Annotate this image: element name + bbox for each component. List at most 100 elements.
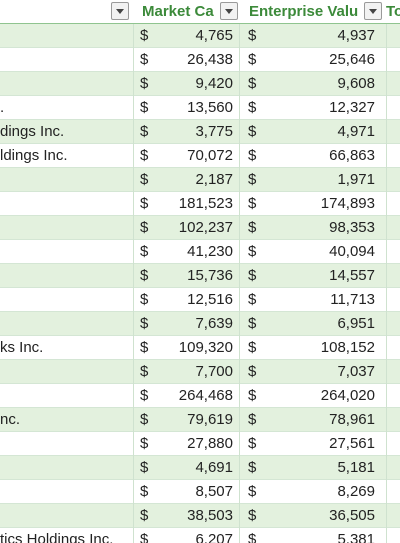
total-cell[interactable] [386, 72, 400, 96]
enterprise-value-cell[interactable]: $78,961 [239, 408, 386, 432]
company-name-cell[interactable] [0, 48, 133, 72]
company-name-cell[interactable] [0, 384, 133, 408]
filter-dropdown-icon[interactable] [220, 2, 238, 20]
market-cap-value: 102,237 [178, 219, 233, 236]
company-name-cell[interactable] [0, 264, 133, 288]
company-name-cell[interactable] [0, 312, 133, 336]
enterprise-value-value: 98,353 [329, 219, 375, 236]
company-name-cell[interactable] [0, 432, 133, 456]
company-name-cell[interactable] [0, 72, 133, 96]
market-cap-cell[interactable]: $109,320 [133, 336, 239, 360]
filter-dropdown-icon[interactable] [364, 2, 382, 20]
enterprise-value-cell[interactable]: $40,094 [239, 240, 386, 264]
total-cell[interactable] [386, 408, 400, 432]
total-cell[interactable] [386, 528, 400, 543]
company-name-cell[interactable] [0, 192, 133, 216]
total-cell[interactable] [386, 504, 400, 528]
company-name-cell[interactable] [0, 216, 133, 240]
market-cap-cell[interactable]: $38,503 [133, 504, 239, 528]
enterprise-value-cell[interactable]: $25,646 [239, 48, 386, 72]
market-cap-cell[interactable]: $2,187 [133, 168, 239, 192]
market-cap-cell[interactable]: $264,468 [133, 384, 239, 408]
market-cap-cell[interactable]: $6,207 [133, 528, 239, 543]
enterprise-value-cell[interactable]: $98,353 [239, 216, 386, 240]
table-row: ldings Inc. $70,072 $66,863 [0, 144, 400, 168]
total-cell[interactable] [386, 360, 400, 384]
enterprise-value-cell[interactable]: $264,020 [239, 384, 386, 408]
enterprise-value-cell[interactable]: $108,152 [239, 336, 386, 360]
enterprise-value-cell[interactable]: $14,557 [239, 264, 386, 288]
market-cap-cell[interactable]: $181,523 [133, 192, 239, 216]
total-cell[interactable] [386, 264, 400, 288]
total-cell[interactable] [386, 384, 400, 408]
enterprise-value-cell[interactable]: $9,608 [239, 72, 386, 96]
market-cap-cell[interactable]: $8,507 [133, 480, 239, 504]
total-cell[interactable] [386, 24, 400, 48]
header-total[interactable]: To [386, 3, 400, 20]
market-cap-cell[interactable]: $9,420 [133, 72, 239, 96]
company-name-cell[interactable]: dings Inc. [0, 120, 133, 144]
enterprise-value-cell[interactable]: $5,181 [239, 456, 386, 480]
total-cell[interactable] [386, 336, 400, 360]
total-cell[interactable] [386, 192, 400, 216]
company-name-cell[interactable]: ldings Inc. [0, 144, 133, 168]
company-name-cell[interactable] [0, 168, 133, 192]
total-cell[interactable] [386, 432, 400, 456]
total-cell[interactable] [386, 96, 400, 120]
market-cap-cell[interactable]: $27,880 [133, 432, 239, 456]
market-cap-cell[interactable]: $70,072 [133, 144, 239, 168]
company-name-cell[interactable] [0, 24, 133, 48]
header-enterprise-value[interactable]: Enterprise Valu [249, 3, 359, 20]
enterprise-value-cell[interactable]: $8,269 [239, 480, 386, 504]
market-cap-value: 8,507 [195, 483, 233, 500]
enterprise-value-cell[interactable]: $6,951 [239, 312, 386, 336]
enterprise-value-cell[interactable]: $27,561 [239, 432, 386, 456]
enterprise-value-cell[interactable]: $1,971 [239, 168, 386, 192]
total-cell[interactable] [386, 288, 400, 312]
enterprise-value-cell[interactable]: $4,937 [239, 24, 386, 48]
market-cap-cell[interactable]: $4,765 [133, 24, 239, 48]
enterprise-value-cell[interactable]: $11,713 [239, 288, 386, 312]
table-row: $4,765 $4,937 [0, 24, 400, 48]
company-name-cell[interactable] [0, 504, 133, 528]
filter-dropdown-icon[interactable] [111, 2, 129, 20]
enterprise-value-cell[interactable]: $36,505 [239, 504, 386, 528]
company-name-cell[interactable]: tics Holdings Inc. [0, 528, 133, 543]
total-cell[interactable] [386, 168, 400, 192]
market-cap-cell[interactable]: $13,560 [133, 96, 239, 120]
market-cap-cell[interactable]: $12,516 [133, 288, 239, 312]
market-cap-cell[interactable]: $4,691 [133, 456, 239, 480]
market-cap-cell[interactable]: $7,700 [133, 360, 239, 384]
market-cap-cell[interactable]: $41,230 [133, 240, 239, 264]
enterprise-value-cell[interactable]: $174,893 [239, 192, 386, 216]
company-name-cell[interactable] [0, 456, 133, 480]
market-cap-cell[interactable]: $79,619 [133, 408, 239, 432]
company-name-cell[interactable] [0, 360, 133, 384]
market-cap-cell[interactable]: $26,438 [133, 48, 239, 72]
total-cell[interactable] [386, 312, 400, 336]
total-cell[interactable] [386, 216, 400, 240]
total-cell[interactable] [386, 456, 400, 480]
currency-symbol: $ [248, 483, 257, 500]
enterprise-value-cell[interactable]: $7,037 [239, 360, 386, 384]
enterprise-value-cell[interactable]: $5,381 [239, 528, 386, 543]
total-cell[interactable] [386, 480, 400, 504]
total-cell[interactable] [386, 144, 400, 168]
company-name-cell[interactable]: . [0, 96, 133, 120]
company-name-cell[interactable]: ks Inc. [0, 336, 133, 360]
market-cap-cell[interactable]: $15,736 [133, 264, 239, 288]
enterprise-value-cell[interactable]: $12,327 [239, 96, 386, 120]
header-market-cap[interactable]: Market Ca [142, 3, 214, 20]
enterprise-value-cell[interactable]: $4,971 [239, 120, 386, 144]
market-cap-cell[interactable]: $3,775 [133, 120, 239, 144]
total-cell[interactable] [386, 240, 400, 264]
company-name-cell[interactable] [0, 288, 133, 312]
enterprise-value-cell[interactable]: $66,863 [239, 144, 386, 168]
company-name-cell[interactable] [0, 240, 133, 264]
market-cap-cell[interactable]: $7,639 [133, 312, 239, 336]
company-name-cell[interactable]: nc. [0, 408, 133, 432]
total-cell[interactable] [386, 120, 400, 144]
market-cap-cell[interactable]: $102,237 [133, 216, 239, 240]
company-name-cell[interactable] [0, 480, 133, 504]
total-cell[interactable] [386, 48, 400, 72]
